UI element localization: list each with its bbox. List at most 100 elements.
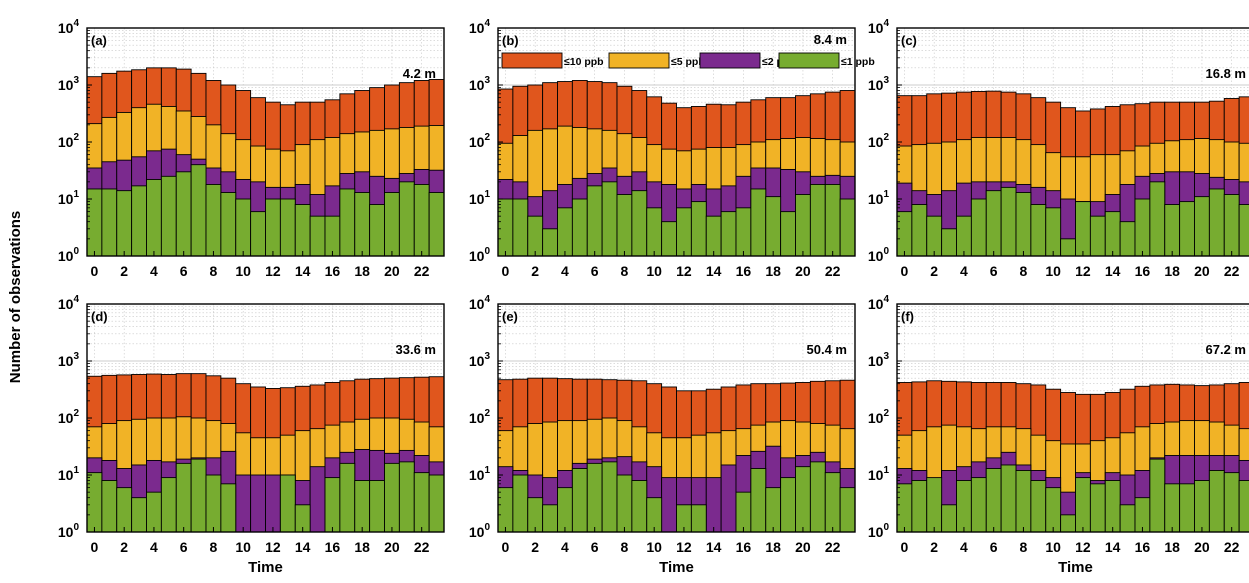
y-tick-label: 102	[868, 408, 890, 426]
y-tick-label: 102	[469, 408, 491, 426]
y-tick-label: 102	[58, 408, 80, 426]
x-tick-label: 10	[235, 539, 251, 555]
x-tick-label: 22	[414, 539, 430, 555]
x-tick-label: 20	[384, 539, 400, 555]
x-tick-label: 12	[1075, 263, 1091, 279]
bar-le1-h23	[839, 487, 856, 533]
x-tick-label: 12	[676, 263, 692, 279]
legend: ≤10 ppb≤5 ppb≤2 ppb≤1 ppb	[501, 52, 875, 69]
bar-le1-h10	[1045, 487, 1062, 533]
bar-le1-h0	[896, 483, 913, 533]
bar-le1-h7	[190, 164, 207, 257]
x-tick-label: 4	[960, 263, 968, 279]
bar-le1-h21	[1208, 188, 1225, 257]
bar-le1-h17	[1149, 181, 1166, 257]
bar-le1-h8	[616, 194, 633, 257]
bar-le1-h5	[160, 175, 177, 257]
x-tick-label: 2	[930, 263, 938, 279]
height-label: 16.8 m	[1206, 66, 1246, 81]
bar-le1-h14	[294, 204, 311, 257]
legend-swatch	[699, 52, 761, 69]
x-tick-label: 16	[1135, 539, 1151, 555]
x-axis-label: Time	[248, 559, 283, 576]
bar-le1-h10	[235, 198, 252, 257]
bar-le1-h8	[1015, 470, 1032, 533]
panel-label: (b)	[502, 33, 519, 48]
x-tick-label: 16	[736, 263, 752, 279]
x-tick-label: 20	[795, 539, 811, 555]
bar-le1-h16	[324, 215, 341, 257]
bar-le1-h6	[586, 185, 603, 257]
bar-le1-h16	[735, 491, 752, 533]
y-tick-label: 100	[469, 246, 491, 264]
x-tick-label: 18	[1164, 263, 1180, 279]
bar-le1-h16	[735, 207, 752, 257]
x-tick-label: 8	[210, 539, 218, 555]
bar-le1-h21	[398, 181, 415, 257]
bar-le1-h11	[250, 211, 266, 257]
x-tick-label: 18	[354, 539, 370, 555]
x-tick-label: 0	[91, 539, 99, 555]
bar-le1-h2	[926, 215, 943, 257]
legend-swatch	[778, 52, 840, 69]
x-tick-label: 4	[960, 539, 968, 555]
x-tick-label: 18	[765, 539, 781, 555]
bar-le1-h6	[985, 468, 1002, 533]
bar-le1-h8	[616, 474, 633, 533]
y-tick-label: 101	[58, 189, 80, 207]
x-tick-label: 6	[990, 263, 998, 279]
bar-le1-h3	[941, 228, 957, 257]
x-tick-label: 14	[706, 539, 722, 555]
y-tick-label: 104	[469, 294, 491, 312]
bar-le1-h19	[1179, 201, 1195, 257]
x-tick-label: 10	[235, 263, 251, 279]
legend-swatch	[608, 52, 670, 69]
y-tick-label: 102	[868, 132, 890, 150]
bar-le1-h13	[1089, 483, 1106, 533]
bars	[86, 373, 445, 533]
x-tick-label: 6	[990, 539, 998, 555]
y-tick-label: 103	[58, 75, 80, 93]
x-tick-label: 10	[1045, 539, 1061, 555]
bar-le1-h14	[1104, 480, 1121, 533]
bar-le1-h9	[220, 192, 237, 257]
x-tick-label: 14	[706, 263, 722, 279]
bar-le1-h20	[384, 192, 400, 257]
panel-label: (c)	[901, 33, 917, 48]
x-tick-label: 20	[1194, 539, 1210, 555]
y-tick-label: 101	[868, 189, 890, 207]
bar-le1-h5	[970, 477, 987, 533]
bar-le1-h7	[601, 461, 618, 533]
x-tick-label: 18	[1164, 539, 1180, 555]
bar-le1-h15	[309, 215, 326, 257]
x-tick-label: 14	[295, 539, 311, 555]
x-tick-label: 10	[1045, 263, 1061, 279]
bar-le1-h7	[190, 458, 207, 533]
bars	[896, 90, 1249, 257]
x-tick-label: 2	[120, 263, 128, 279]
bar-le1-h16	[1134, 497, 1151, 533]
x-tick-label: 20	[795, 263, 811, 279]
x-tick-label: 10	[646, 539, 662, 555]
x-tick-label: 16	[325, 539, 341, 555]
panel-c: 100 101 102 103 104 0 2 4 6 8 10 12 14 16 18 20 22 (c) 16.…	[868, 18, 1249, 279]
bar-le1-h19	[780, 211, 796, 257]
y-tick-label: 100	[58, 522, 80, 540]
bar-le1-h18	[354, 480, 371, 533]
bar-le1-h16	[1134, 198, 1151, 257]
bar-le1-h0	[497, 487, 514, 533]
bar-le1-h10	[646, 207, 663, 257]
bar-le1-h23	[428, 192, 445, 257]
bar-le1-h12	[676, 207, 692, 257]
x-tick-label: 8	[1020, 539, 1028, 555]
bar-le1-h12	[265, 198, 281, 257]
legend-label: ≤10 ppb	[564, 56, 604, 68]
bar-le2-h11	[661, 477, 677, 533]
bar-le1-h14	[705, 215, 722, 257]
bar-le1-h7	[601, 181, 618, 257]
x-tick-label: 0	[502, 539, 510, 555]
bar-le1-h22	[824, 472, 841, 533]
panel-b: 100 101 102 103 104 0 2 4 6 8 10 12 14 16 18 20 22 (b) 8.4…	[469, 18, 875, 279]
x-tick-label: 22	[1224, 539, 1240, 555]
